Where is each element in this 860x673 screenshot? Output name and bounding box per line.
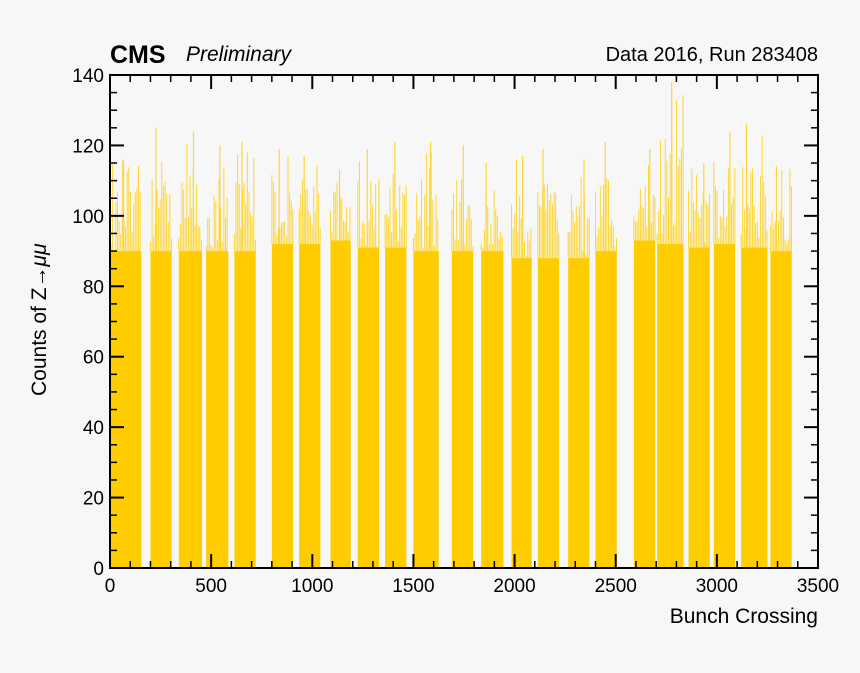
bunch-train	[740, 124, 768, 569]
y-axis-title-suffix: μμ	[28, 243, 51, 268]
bunch-train	[769, 166, 793, 569]
train-bar	[413, 251, 439, 569]
train-bar	[206, 251, 229, 569]
bunch-train	[451, 145, 474, 569]
train-bar	[741, 247, 768, 569]
bunch-train	[149, 127, 172, 569]
train-bar	[688, 247, 710, 569]
train-bar	[271, 244, 294, 568]
train-bar	[357, 247, 380, 569]
experiment-label: CMS	[110, 41, 166, 69]
y-axis-title-prefix: Counts of Z	[28, 287, 51, 396]
train-bar	[330, 240, 351, 568]
bunch-train	[656, 82, 684, 568]
y-tick-label: 60	[83, 348, 104, 369]
x-tick-label: 2500	[595, 576, 637, 597]
x-tick-label: 0	[105, 576, 116, 597]
y-tick-label: 80	[83, 277, 104, 298]
train-bar	[595, 251, 617, 569]
bunch-train	[110, 159, 142, 569]
train-bar	[633, 240, 656, 568]
train-bar	[770, 251, 792, 569]
train-bar	[451, 251, 474, 569]
x-tick-label: 3500	[797, 576, 839, 597]
ticks-layer: 0 500 1000 1500 2000 2500 3000 3500 0 20 40 60 80 100…	[72, 66, 839, 597]
train-bar	[537, 258, 560, 568]
bunch-train	[567, 159, 590, 568]
train-bar	[150, 251, 172, 569]
bunch-train	[480, 163, 504, 569]
y-tick-label: 100	[72, 207, 104, 228]
bunch-train	[594, 141, 618, 569]
bunch-train	[329, 170, 351, 568]
train-bar	[481, 251, 504, 569]
x-tick-label: 1000	[291, 576, 333, 597]
y-axis-title-arrow: →	[28, 266, 51, 287]
status-label: Preliminary	[186, 43, 292, 66]
train-bar	[657, 244, 684, 568]
bunch-train	[713, 131, 736, 568]
y-tick-label: 120	[72, 136, 104, 157]
y-tick-label: 40	[83, 418, 104, 439]
x-tick-label: 2000	[493, 576, 535, 597]
y-tick-label: 20	[83, 489, 104, 510]
train-bar	[178, 251, 203, 569]
x-tick-label: 1500	[392, 576, 434, 597]
bunch-train	[205, 145, 229, 569]
bunch-train	[357, 148, 380, 569]
bunch-train	[688, 163, 711, 569]
train-bar	[234, 251, 256, 569]
y-axis-title: Counts of Z→μμ	[28, 243, 51, 396]
bunch-train	[271, 148, 294, 568]
bunch-train	[298, 155, 321, 568]
bunch-train	[412, 141, 439, 569]
train-bar	[713, 244, 736, 568]
bunch-train	[537, 148, 560, 568]
y-tick-label: 0	[93, 559, 104, 580]
y-tick-label: 140	[72, 66, 104, 87]
x-tick-label: 3000	[696, 576, 738, 597]
bars-layer	[110, 82, 793, 569]
train-bar	[568, 258, 590, 568]
bunch-train	[511, 155, 532, 568]
bunch-train	[384, 141, 407, 569]
train-bar	[385, 247, 407, 569]
x-tick-label: 500	[195, 576, 227, 597]
bunch-train	[633, 148, 656, 568]
x-axis-title: Bunch Crossing	[670, 605, 818, 628]
run-info-label: Data 2016, Run 283408	[605, 44, 818, 66]
train-bar	[299, 244, 321, 568]
train-bar	[511, 258, 532, 568]
bunch-train	[178, 131, 203, 569]
bunch-train	[233, 141, 256, 569]
